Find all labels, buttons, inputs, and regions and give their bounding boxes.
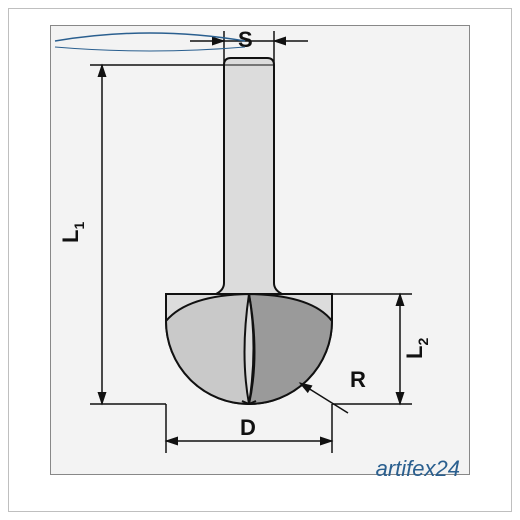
diagram-svg: S L1 L2 R xyxy=(50,25,470,475)
label-R: R xyxy=(350,367,366,392)
dim-L2: L2 xyxy=(332,294,431,404)
router-bit xyxy=(166,58,332,404)
label-D: D xyxy=(240,415,256,440)
dim-D: D xyxy=(166,404,332,453)
brand-text: artifex24 xyxy=(376,456,460,482)
cutter-blade-right xyxy=(249,294,332,404)
cutter-blade-left xyxy=(166,294,249,404)
label-L2: L2 xyxy=(402,338,431,359)
brand-swoosh xyxy=(50,25,250,55)
label-L1: L1 xyxy=(58,222,87,243)
